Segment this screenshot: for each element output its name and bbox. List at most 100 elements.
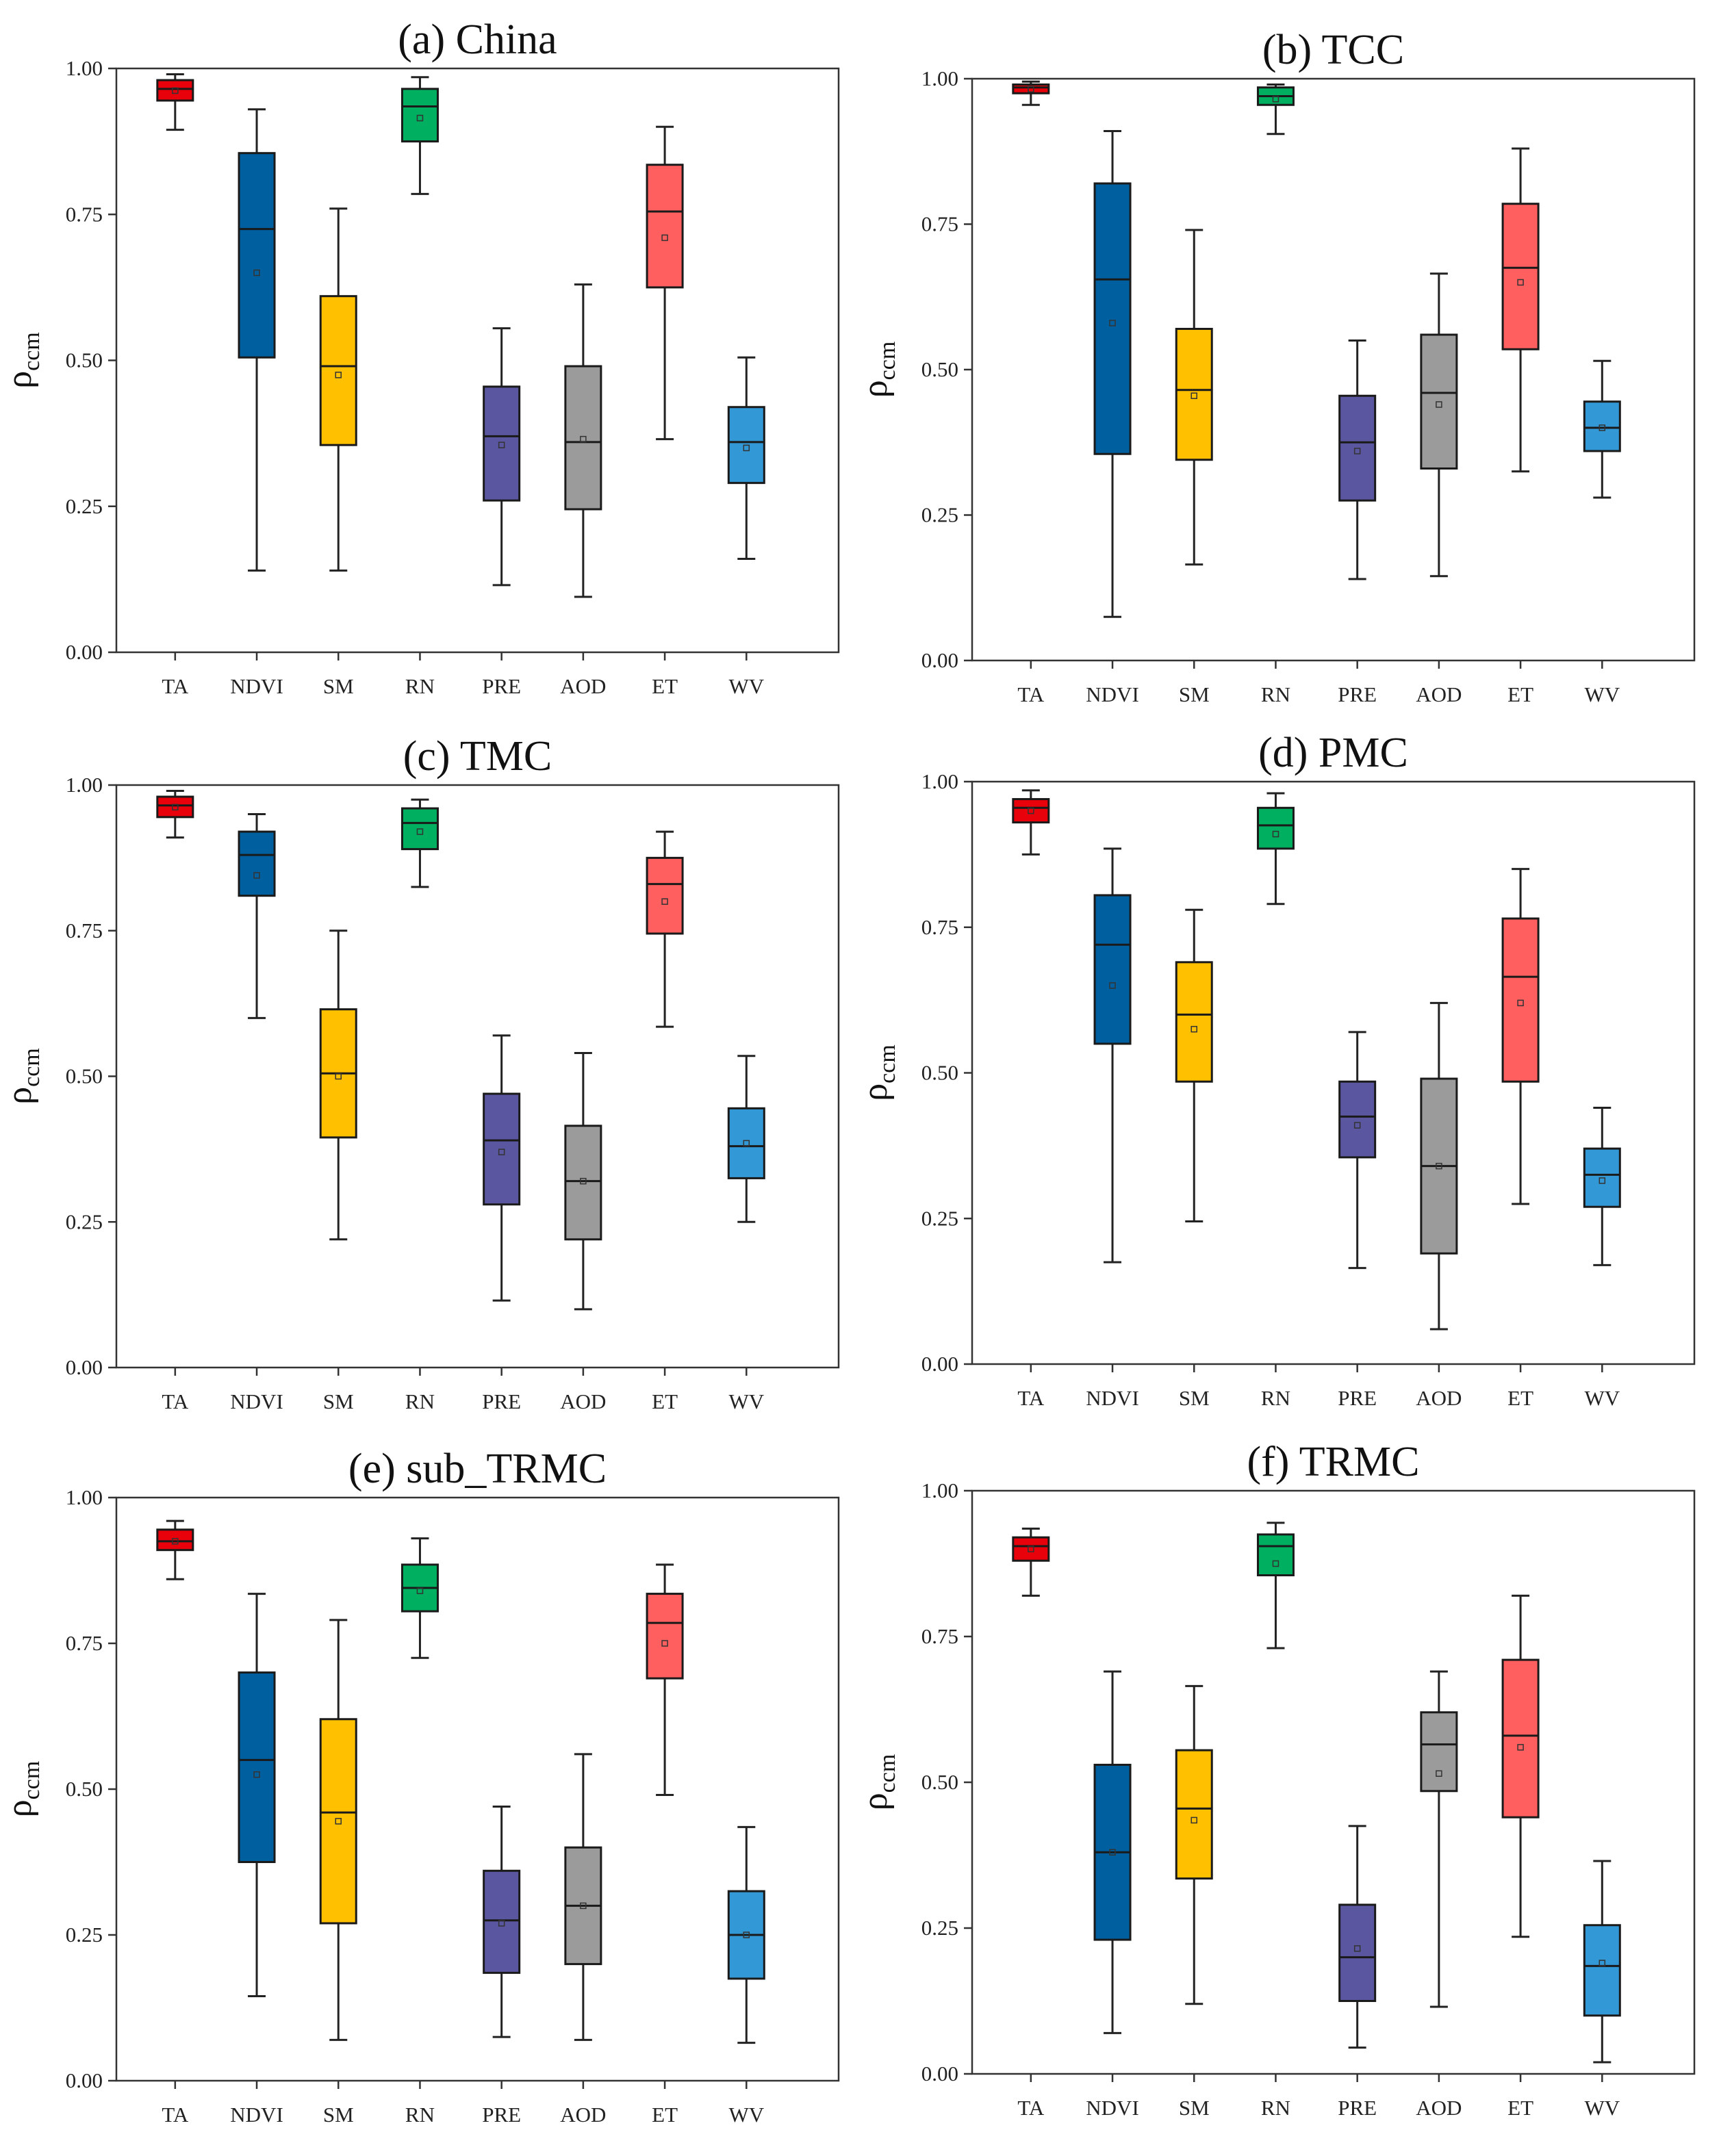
box-ta: TA: [156, 790, 194, 1413]
box-wv: WV: [1583, 1860, 1621, 2120]
box-wv: WV: [727, 356, 765, 698]
box-pre: PRE: [482, 1806, 521, 2127]
x-tick-label: SM: [323, 2103, 354, 2127]
mean-marker: [1517, 279, 1524, 286]
y-tick-label: 0.75: [921, 212, 958, 236]
y-tick-label: 0.00: [66, 2068, 103, 2092]
y-axis-label: ρccm: [856, 1044, 900, 1101]
y-tick-label: 0.75: [66, 1631, 103, 1655]
x-tick-label: RN: [405, 1389, 435, 1413]
y-tick-label: 0.25: [921, 1206, 958, 1230]
mean-marker: [172, 1538, 179, 1545]
x-tick-label: SM: [323, 1389, 354, 1413]
box-ndvi: NDVI: [1086, 1670, 1139, 2120]
mean-marker: [580, 1902, 587, 1910]
y-tick-label: 1.00: [921, 769, 958, 793]
x-tick-label: PRE: [482, 2103, 521, 2127]
y-tick-label: 1.00: [66, 773, 103, 797]
y-axis-label: ρccm: [856, 1754, 900, 1811]
box-aod: AOD: [1416, 1001, 1462, 1410]
box-aod: AOD: [560, 1753, 606, 2127]
box-aod: AOD: [1416, 272, 1462, 706]
y-tick-label: 0.75: [921, 915, 958, 939]
x-tick-label: TA: [1017, 1386, 1044, 1410]
x-tick-label: ET: [652, 1389, 678, 1413]
mean-marker: [172, 87, 179, 94]
y-tick-label: 0.25: [921, 503, 958, 527]
x-tick-label: RN: [405, 2103, 435, 2127]
panel-title: (a) China: [398, 16, 557, 63]
mean-marker: [1517, 1744, 1524, 1751]
x-tick-label: SM: [1179, 682, 1210, 706]
mean-marker: [1353, 1122, 1361, 1129]
box-ndvi: NDVI: [230, 108, 283, 698]
y-tick-label: 0.50: [66, 1064, 103, 1088]
box-ndvi: NDVI: [230, 1593, 283, 2127]
box-ta: TA: [1012, 1527, 1050, 2120]
mean-marker: [498, 1920, 505, 1927]
iqr-box: [646, 1593, 684, 1680]
iqr-box: [564, 365, 602, 511]
y-tick-label: 0.75: [921, 1624, 958, 1648]
box-et: ET: [646, 1563, 684, 2127]
mean-marker: [743, 1932, 750, 1938]
iqr-box: [238, 830, 276, 897]
iqr-box: [156, 795, 194, 819]
mean-marker: [1190, 1817, 1197, 1824]
y-axis-label: ρccm: [856, 342, 900, 398]
x-tick-label: ET: [652, 2103, 678, 2127]
y-tick-label: 1.00: [66, 1485, 103, 1509]
mean-marker: [1517, 999, 1524, 1007]
x-tick-label: RN: [1261, 2096, 1290, 2120]
x-tick-label: NDVI: [1086, 1386, 1139, 1410]
mean-marker: [1353, 1945, 1361, 1952]
box-rn: RN: [400, 76, 439, 698]
panel-title: (e) sub_TRMC: [348, 1446, 607, 1492]
panel-2: (b) TCC 0.00 0.25 0.50 0.75 1.00 ρccm TA NDVI SM R…: [856, 27, 1696, 706]
mean-marker: [1190, 392, 1197, 399]
x-tick-label: ET: [1507, 682, 1533, 706]
box-ta: TA: [156, 73, 194, 698]
mean-marker: [661, 234, 668, 242]
x-tick-label: AOD: [1416, 2096, 1462, 2120]
mean-marker: [1599, 1177, 1606, 1184]
x-tick-label: AOD: [560, 674, 606, 698]
x-tick-label: ET: [652, 674, 678, 698]
mean-marker: [1028, 807, 1034, 814]
x-tick-label: NDVI: [230, 1389, 283, 1413]
mean-marker: [498, 1148, 505, 1155]
iqr-box: [727, 406, 765, 485]
box-et: ET: [1501, 147, 1540, 706]
iqr-box: [1501, 203, 1540, 350]
mean-marker: [1272, 1560, 1279, 1567]
box-et: ET: [646, 125, 684, 698]
x-tick-label: RN: [1261, 682, 1290, 706]
box-sm: SM: [319, 929, 357, 1413]
box-ta: TA: [1012, 80, 1050, 706]
mean-marker: [416, 114, 424, 122]
mean-marker: [335, 1818, 342, 1825]
box-sm: SM: [319, 207, 357, 698]
y-tick-label: 0.25: [921, 1916, 958, 1940]
x-tick-label: NDVI: [230, 674, 283, 698]
panel-6: (f) TRMC 0.00 0.25 0.50 0.75 1.00 ρccm TA NDVI SM…: [856, 1439, 1696, 2120]
mean-marker: [661, 1640, 668, 1647]
box-pre: PRE: [1338, 1031, 1377, 1410]
box-pre: PRE: [482, 1034, 521, 1413]
mean-marker: [580, 1177, 587, 1185]
x-tick-label: WV: [1584, 682, 1620, 706]
mean-marker: [172, 804, 179, 811]
box-rn: RN: [1256, 1522, 1295, 2120]
box-wv: WV: [1583, 1107, 1621, 1410]
y-axis-label: ρccm: [0, 332, 44, 389]
iqr-box: [1338, 1903, 1377, 2002]
panel-title: (f) TRMC: [1247, 1439, 1419, 1485]
y-tick-label: 0.25: [66, 1923, 103, 1947]
iqr-box: [1420, 1711, 1458, 1793]
mean-marker: [580, 435, 587, 443]
y-axis-label: ρccm: [0, 1761, 44, 1818]
mean-marker: [1436, 401, 1442, 408]
box-rn: RN: [1256, 792, 1295, 1410]
x-tick-label: TA: [1017, 682, 1044, 706]
iqr-box: [646, 164, 684, 289]
